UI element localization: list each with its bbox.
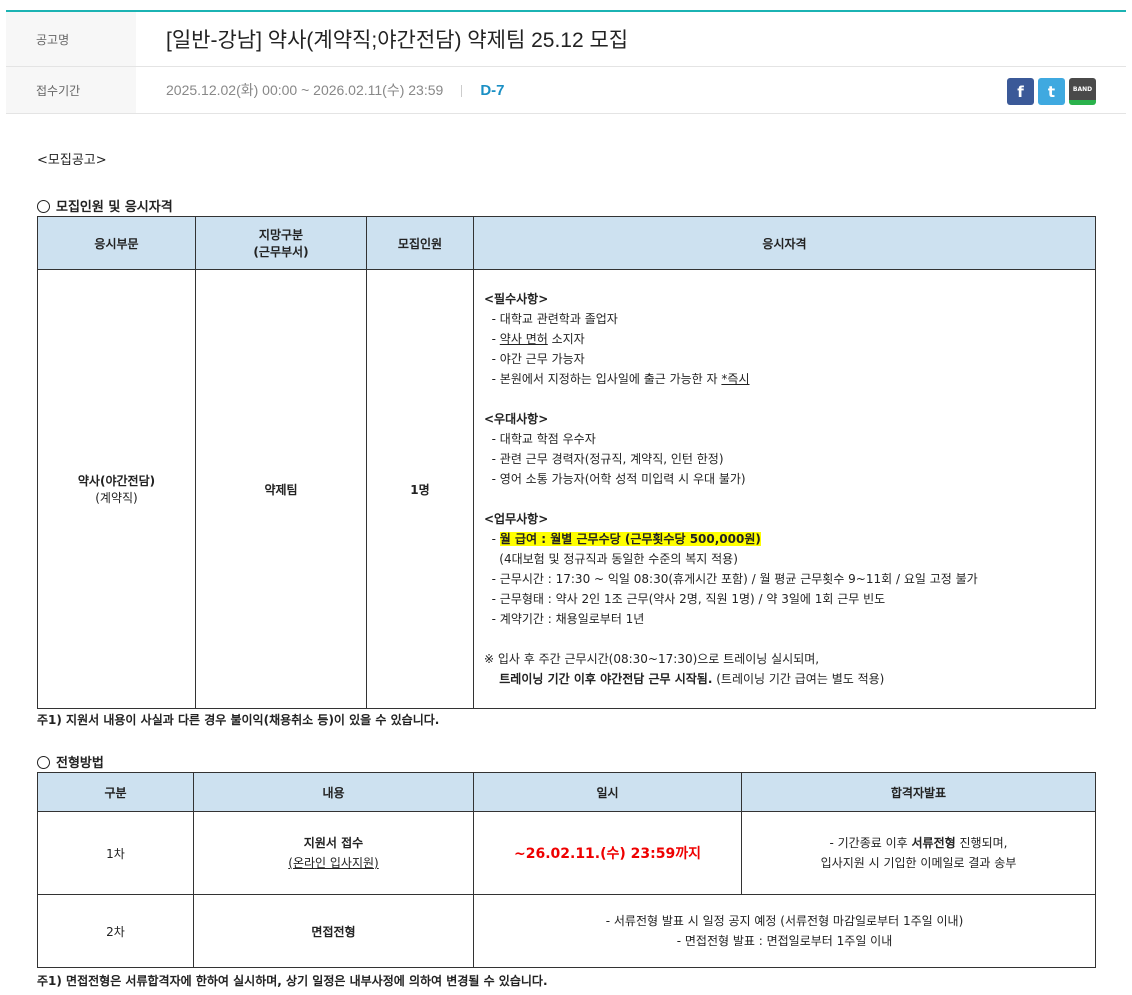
table-row: 1차 지원서 접수 (온라인 입사지원) ~26.02.11.(수) 23:59까… bbox=[37, 811, 1096, 895]
divider bbox=[461, 85, 463, 98]
section2-note: 주1) 면접전형은 서류합격자에 한하여 실시하며, 상기 일정은 내부사정에 … bbox=[37, 974, 548, 988]
section1-title: 모집인원 및 응시자격 bbox=[37, 196, 173, 215]
col-header: 내용 bbox=[193, 772, 474, 812]
col-header: 지망구분 (근무부서) bbox=[195, 216, 367, 270]
dept-cell: 약제팀 bbox=[195, 269, 367, 709]
requirements-cell: <필수사항> - 대학교 관련학과 졸업자 - 약사 면허 소지자 - 야간 근… bbox=[473, 269, 1096, 709]
online-apply-link[interactable]: (온라인 입사지원) bbox=[288, 856, 379, 870]
notice-heading: <모집공고> bbox=[37, 153, 107, 168]
period-label: 접수기간 bbox=[6, 67, 136, 113]
count-cell: 1명 bbox=[366, 269, 474, 709]
field-cell: 약사(야간전담) (계약직) bbox=[37, 269, 196, 709]
period-value: 2025.12.02(화) 00:00 ~ 2026.02.11(수) 23:5… bbox=[166, 82, 444, 98]
dday-badge: D-7 bbox=[480, 82, 505, 99]
col-header: 합격자발표 bbox=[741, 772, 1096, 812]
band-icon[interactable]: BAND bbox=[1069, 78, 1096, 105]
facebook-icon[interactable]: f bbox=[1007, 78, 1034, 105]
section2-title: 전형방법 bbox=[37, 752, 104, 771]
col-header: 모집인원 bbox=[366, 216, 474, 270]
share-buttons: f t BAND bbox=[1007, 78, 1096, 105]
page-title: [일반-강남] 약사(계약직;야간전담) 약제팀 25.12 모집 bbox=[166, 29, 629, 52]
col-header: 응시부문 bbox=[37, 216, 196, 270]
circle-icon bbox=[37, 756, 50, 769]
process-table: 구분 내용 일시 합격자발표 1차 지원서 접수 (온라인 입사지원) ~26.0… bbox=[37, 772, 1096, 968]
table-row: 2차 면접전형 - 서류전형 발표 시 일정 공지 예정 (서류전형 마감일로부… bbox=[37, 894, 1096, 968]
twitter-icon[interactable]: t bbox=[1038, 78, 1065, 105]
deadline: ~26.02.11.(수) 23:59까지 bbox=[473, 811, 742, 895]
top-accent-line bbox=[6, 10, 1126, 12]
salary-highlight: 월 급여 : 월별 근무수당 (근무횟수당 500,000원) bbox=[499, 532, 761, 546]
section1-note: 주1) 지원서 내용이 사실과 다른 경우 불이익(채용취소 등)이 있을 수 … bbox=[37, 713, 440, 727]
circle-icon bbox=[37, 200, 50, 213]
col-header: 응시자격 bbox=[473, 216, 1096, 270]
title-row: 공고명 [일반-강남] 약사(계약직;야간전담) 약제팀 25.12 모집 bbox=[6, 12, 1126, 67]
period-row: 접수기간 2025.12.02(화) 00:00 ~ 2026.02.11(수)… bbox=[6, 67, 1126, 114]
title-label: 공고명 bbox=[6, 12, 136, 66]
col-header: 일시 bbox=[473, 772, 742, 812]
qualification-table: 응시부문 지망구분 (근무부서) 모집인원 응시자격 약사(야간전담) (계약직)… bbox=[37, 216, 1096, 709]
col-header: 구분 bbox=[37, 772, 194, 812]
